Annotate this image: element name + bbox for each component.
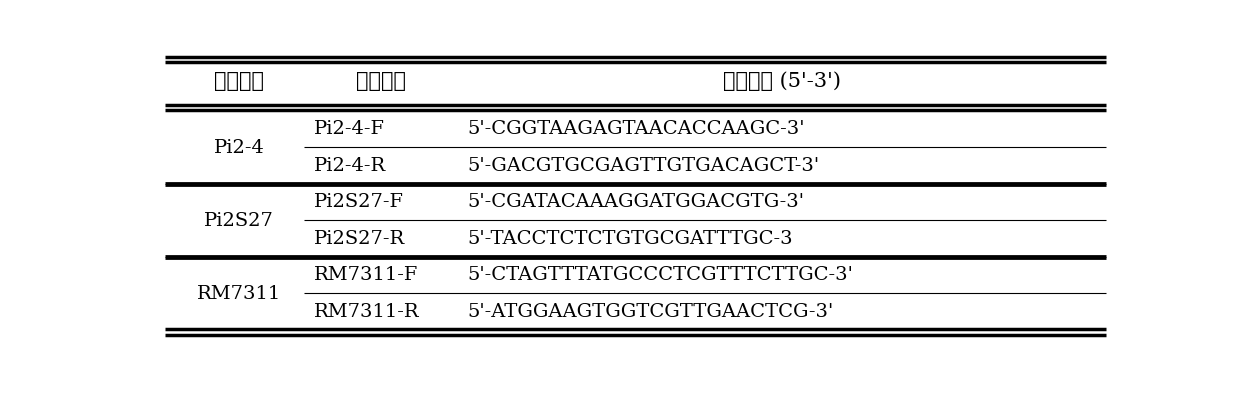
Text: Pi2S27-F: Pi2S27-F xyxy=(314,193,403,211)
Text: 5'-GACGTGCGAGTTGTGACAGCT-3': 5'-GACGTGCGAGTTGTGACAGCT-3' xyxy=(467,156,820,174)
Text: Pi2-4: Pi2-4 xyxy=(213,138,264,156)
Text: 引物序列 (5'-3'): 引物序列 (5'-3') xyxy=(723,71,841,91)
Text: 5'-CTAGTTTATGCCCTCGTTTCTTGC-3': 5'-CTAGTTTATGCCCTCGTTTCTTGC-3' xyxy=(467,266,853,284)
Text: Pi2-4-F: Pi2-4-F xyxy=(314,120,384,138)
Text: RM7311: RM7311 xyxy=(197,284,281,302)
Text: Pi2S27-R: Pi2S27-R xyxy=(314,229,404,247)
Text: 标记名称: 标记名称 xyxy=(215,72,264,91)
Text: RM7311-R: RM7311-R xyxy=(314,302,419,320)
Text: Pi2-4-R: Pi2-4-R xyxy=(314,156,386,174)
Text: 引物名称: 引物名称 xyxy=(356,72,405,91)
Text: RM7311-F: RM7311-F xyxy=(314,266,418,284)
Text: 5'-TACCTCTCTGTGCGATTTGC-3: 5'-TACCTCTCTGTGCGATTTGC-3 xyxy=(467,229,792,247)
Text: 5'-CGATACAAAGGATGGACGTG-3': 5'-CGATACAAAGGATGGACGTG-3' xyxy=(467,193,805,211)
Text: 5'-CGGTAAGAGTAACACCAAGC-3': 5'-CGGTAAGAGTAACACCAAGC-3' xyxy=(467,120,805,138)
Text: Pi2S27: Pi2S27 xyxy=(205,211,274,229)
Text: 5'-ATGGAAGTGGTCGTTGAACTCG-3': 5'-ATGGAAGTGGTCGTTGAACTCG-3' xyxy=(467,302,833,320)
